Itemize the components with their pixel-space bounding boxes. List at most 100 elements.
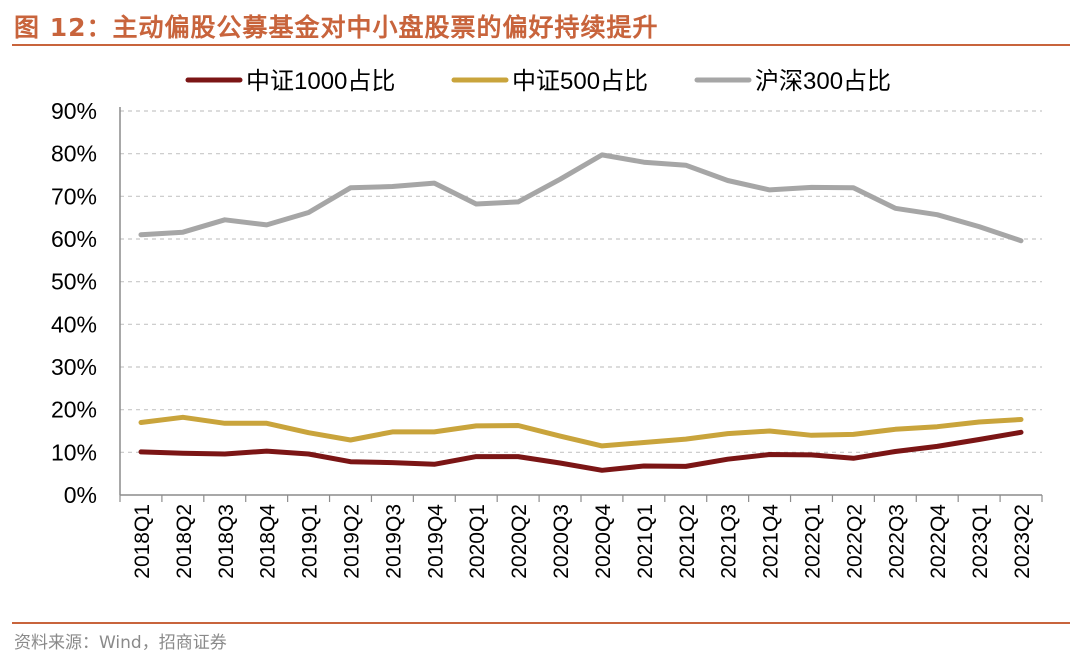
data-point-csi500	[180, 415, 185, 420]
data-point-csi500	[893, 427, 898, 432]
data-point-hs300	[1019, 238, 1024, 243]
x-tick-label: 2021Q1	[634, 504, 657, 579]
legend: 中证1000占比 中证500占比 沪深300占比	[185, 68, 891, 95]
x-tick-label: 2020Q2	[508, 504, 531, 579]
data-point-csi1000	[139, 449, 144, 454]
y-tick-label: 20%	[51, 397, 97, 423]
data-point-csi1000	[935, 444, 940, 449]
data-point-hs300	[600, 152, 605, 157]
y-tick-label: 30%	[51, 354, 97, 380]
data-point-csi500	[767, 429, 772, 434]
data-point-csi500	[432, 429, 437, 434]
data-point-csi500	[348, 438, 353, 443]
data-point-csi1000	[222, 452, 227, 457]
data-point-hs300	[767, 187, 772, 192]
y-tick-label: 70%	[51, 183, 97, 209]
data-point-hs300	[683, 163, 688, 168]
x-tick-label: 2023Q1	[969, 504, 992, 579]
data-point-hs300	[348, 185, 353, 190]
y-tick-label: 90%	[51, 98, 97, 124]
data-point-csi1000	[851, 456, 856, 461]
source-note: 资料来源：Wind，招商证券	[14, 633, 227, 653]
x-tick-label: 2021Q4	[760, 504, 783, 579]
data-point-csi500	[809, 433, 814, 438]
x-tick-label: 2018Q3	[215, 504, 238, 579]
data-point-csi500	[516, 423, 521, 428]
line-chart: 0%10%20%30%40%50%60%70%80%90% 2018Q1 2018…	[51, 68, 1043, 579]
series-line-hs300	[138, 152, 1024, 244]
grid-lines	[120, 110, 1042, 453]
data-point-csi1000	[306, 452, 311, 457]
data-point-hs300	[306, 210, 311, 215]
data-point-hs300	[851, 185, 856, 190]
y-tick-label: 60%	[51, 226, 97, 252]
data-point-hs300	[516, 199, 521, 204]
data-point-csi1000	[683, 464, 688, 469]
data-point-hs300	[558, 177, 563, 182]
data-point-csi500	[851, 432, 856, 437]
data-point-csi1000	[390, 460, 395, 465]
x-tick-label: 2019Q2	[341, 504, 364, 579]
data-point-hs300	[977, 224, 982, 229]
data-point-csi500	[600, 443, 605, 448]
figure-title: 图 12：主动偏股公募基金对中小盘股票的偏好持续提升	[14, 13, 659, 42]
data-point-hs300	[139, 232, 144, 237]
x-axis-ticks: 2018Q1 2018Q2 2018Q3 2018Q4 2019Q1 2019Q2 2019…	[119, 495, 1043, 579]
y-tick-label: 80%	[51, 141, 97, 167]
x-tick-label: 2021Q2	[676, 504, 699, 579]
y-tick-label: 50%	[51, 269, 97, 295]
x-tick-label: 2022Q4	[927, 504, 950, 579]
x-tick-label: 2019Q1	[299, 504, 322, 579]
legend-label-hs300: 沪深300占比	[755, 68, 891, 95]
series-lines	[138, 152, 1024, 473]
x-tick-label: 2023Q2	[1011, 504, 1034, 579]
data-point-csi500	[306, 430, 311, 435]
data-point-hs300	[432, 181, 437, 186]
x-tick-label: 2019Q4	[424, 504, 447, 579]
x-tick-label: 2020Q1	[466, 504, 489, 579]
data-point-csi500	[725, 431, 730, 436]
data-point-csi500	[977, 420, 982, 425]
legend-label-csi500: 中证500占比	[512, 68, 648, 95]
data-point-csi1000	[809, 452, 814, 457]
data-point-csi1000	[1019, 430, 1024, 435]
title-divider	[12, 44, 1070, 46]
data-point-csi500	[683, 437, 688, 442]
data-point-hs300	[474, 202, 479, 207]
data-point-csi1000	[893, 449, 898, 454]
x-tick-label: 2021Q3	[718, 504, 741, 579]
data-point-csi1000	[516, 454, 521, 459]
x-tick-label: 2022Q1	[802, 504, 825, 579]
data-point-csi1000	[264, 449, 269, 454]
series-line-csi500	[138, 414, 1024, 449]
data-point-csi500	[390, 429, 395, 434]
data-point-hs300	[935, 212, 940, 217]
x-tick-label: 2018Q2	[173, 504, 196, 579]
data-point-hs300	[893, 206, 898, 211]
data-point-csi500	[474, 423, 479, 428]
x-tick-label: 2020Q3	[550, 504, 573, 579]
data-point-csi1000	[348, 459, 353, 464]
data-point-hs300	[390, 184, 395, 189]
footer-divider	[12, 622, 1070, 624]
y-axis-ticks: 0% 10% 20% 30% 40% 50% 60% 70% 80% 90%	[51, 98, 97, 508]
data-point-csi1000	[977, 437, 982, 442]
data-point-hs300	[725, 178, 730, 183]
legend-label-csi1000: 中证1000占比	[246, 68, 395, 95]
x-tick-label: 2018Q1	[131, 504, 154, 579]
data-point-csi1000	[600, 468, 605, 473]
data-point-hs300	[264, 222, 269, 227]
data-point-csi500	[558, 434, 563, 439]
data-point-csi500	[222, 421, 227, 426]
series-line-csi1000	[138, 429, 1024, 473]
x-tick-label: 2019Q3	[382, 504, 405, 579]
y-tick-label: 0%	[64, 482, 97, 508]
x-tick-label: 2022Q3	[885, 504, 908, 579]
data-point-csi1000	[725, 457, 730, 462]
data-point-csi500	[935, 424, 940, 429]
data-point-hs300	[809, 185, 814, 190]
data-point-csi500	[1019, 417, 1024, 422]
data-point-csi1000	[432, 462, 437, 467]
x-tick-label: 2022Q2	[843, 504, 866, 579]
data-point-csi500	[139, 420, 144, 425]
